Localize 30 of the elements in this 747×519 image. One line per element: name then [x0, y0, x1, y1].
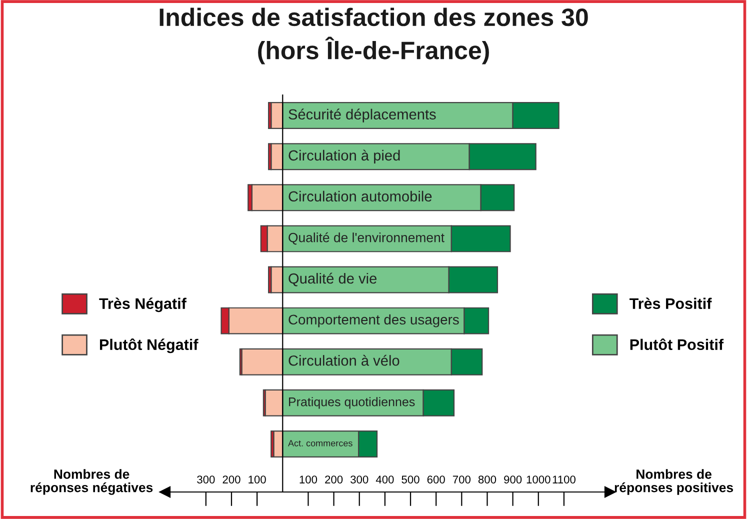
x-tick-label: 400	[376, 476, 394, 484]
x-tick-label: 800	[478, 476, 496, 484]
x-tick-label: 100	[248, 476, 266, 484]
y-tick-label: Circulation à vélo	[288, 354, 400, 366]
text: Nombres de réponses positives	[614, 469, 734, 495]
x-tick-label: 700	[452, 476, 470, 484]
x-tick-label: 300	[350, 476, 368, 484]
legend-label: Plutôt Négatif	[100, 338, 198, 354]
y-tick-label: Qualité de l'environnement	[288, 232, 444, 245]
x-tick-label: 200	[222, 476, 240, 484]
text: Nombres de réponses négatives	[30, 469, 153, 495]
y-tick-label: Circulation automobile	[288, 190, 432, 202]
x-tick-label: 200	[325, 476, 343, 484]
legend-label: Très Positif	[630, 298, 712, 310]
x-tick-label: 900	[504, 476, 522, 484]
x-tick-label: 600	[427, 476, 445, 484]
y-tick-label: Act. commerces	[288, 440, 352, 446]
y-tick-label: Sécurité déplacements	[288, 108, 436, 122]
x-tick-label: 300	[197, 476, 215, 484]
y-tick-label: Comportement des usagers	[288, 314, 459, 328]
legend-label: Plutôt Positif	[630, 338, 724, 350]
y-tick-label: Pratiques quotidiennes	[289, 397, 415, 409]
y-tick-label: Circulation à pied	[288, 150, 400, 164]
x-tick-label: 100	[300, 476, 318, 484]
x-tick-label: 1000	[526, 476, 550, 484]
x-tick-label: 500	[402, 476, 420, 484]
x-tick-label: 1100	[552, 476, 576, 484]
y-tick-label: Qualité de vie	[288, 272, 377, 286]
legend-label: Très Négatif	[99, 298, 186, 312]
chart-title: Indices de satisfaction des zones 30 (hors Île-de-France)	[160, 8, 588, 64]
